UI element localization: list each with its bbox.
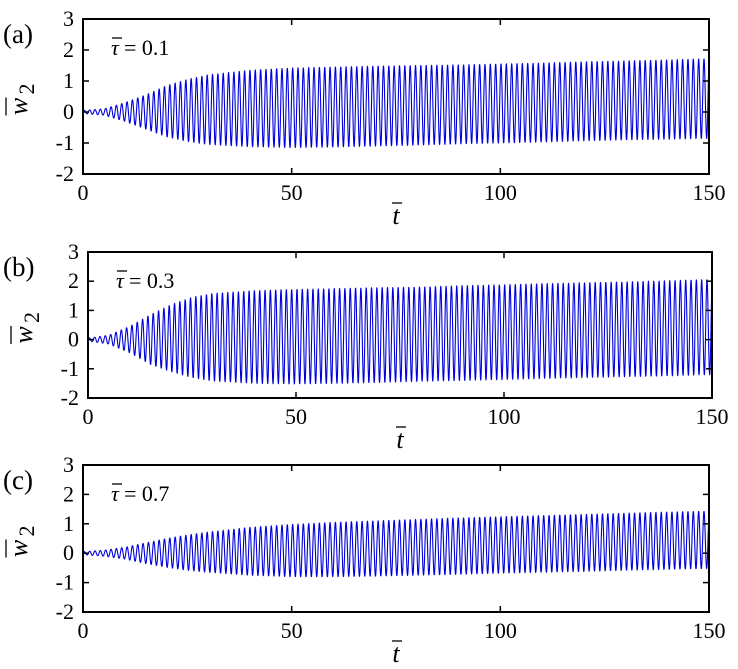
annotation-value: = 0.7 — [124, 481, 169, 506]
y-axis-label-symbol: w — [9, 326, 38, 344]
y-axis-label-subscript: 2 — [14, 526, 39, 537]
y-tick-label: 0 — [63, 540, 74, 565]
annotation-value: = 0.3 — [129, 268, 174, 293]
x-tick-label: 0 — [83, 404, 94, 429]
y-tick-label: -2 — [61, 385, 79, 410]
axes-frame — [87, 251, 713, 399]
x-tick-label: 50 — [281, 618, 303, 643]
annotation-symbol: τ — [111, 481, 120, 506]
y-tick-label: 3 — [63, 452, 74, 477]
y-tick-label: -1 — [56, 570, 74, 595]
x-tick-label: 150 — [693, 180, 726, 205]
y-axis-label-subscript: 2 — [19, 312, 44, 323]
x-tick-label: 0 — [78, 618, 89, 643]
x-tick-label: 0 — [78, 180, 89, 205]
y-tick-label: 3 — [63, 6, 74, 31]
x-tick-label: 100 — [484, 180, 517, 205]
y-tick-label: -2 — [56, 599, 74, 624]
x-tick-label: 150 — [696, 404, 729, 429]
y-axis-label-subscript: 2 — [14, 84, 39, 95]
y-tick-label: 3 — [68, 239, 79, 264]
annotation-value: = 0.1 — [124, 35, 169, 60]
axes-frame — [82, 18, 710, 175]
y-axis-label: w2 — [4, 84, 39, 116]
x-tick-label: 150 — [693, 618, 726, 643]
panel-label: (c) — [3, 465, 33, 495]
x-axis-label: t — [396, 425, 404, 454]
y-tick-label: -1 — [56, 130, 74, 155]
y-tick-label: 1 — [68, 297, 79, 322]
y-tick-label: 0 — [63, 99, 74, 124]
y-axis-label: w2 — [9, 312, 44, 344]
y-tick-label: 2 — [63, 37, 74, 62]
series-line — [87, 279, 713, 385]
y-tick-label: -2 — [56, 161, 74, 186]
x-tick-label: 100 — [484, 618, 517, 643]
annotation-symbol: τ — [116, 268, 125, 293]
x-tick-label: 50 — [285, 404, 307, 429]
y-axis-label: w2 — [4, 526, 39, 558]
series-line — [82, 510, 710, 578]
panel-label: (b) — [3, 252, 34, 282]
y-tick-label: 2 — [63, 481, 74, 506]
series-line — [82, 58, 710, 149]
x-axis-label: t — [392, 639, 400, 668]
y-tick-label: 2 — [68, 268, 79, 293]
y-tick-label: -1 — [61, 356, 79, 381]
panel-label: (a) — [3, 19, 33, 49]
y-tick-label: 0 — [68, 327, 79, 352]
y-axis-label-symbol: w — [4, 539, 33, 557]
annotation-symbol: τ — [111, 35, 120, 60]
y-tick-label: 1 — [63, 511, 74, 536]
y-tick-label: 1 — [63, 68, 74, 93]
axes-frame — [82, 464, 710, 613]
y-axis-label-symbol: w — [4, 97, 33, 115]
x-tick-label: 100 — [488, 404, 521, 429]
x-axis-label: t — [392, 201, 400, 230]
x-tick-label: 50 — [281, 180, 303, 205]
